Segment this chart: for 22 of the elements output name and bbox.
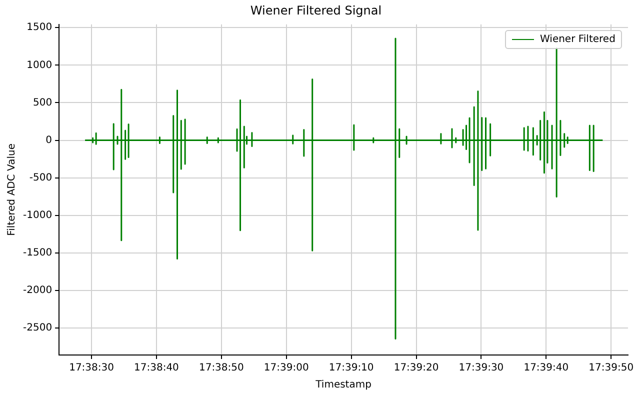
x-tick-label: 17:39:10 [328, 362, 374, 374]
y-axis-title: Filtered ADC Value [6, 144, 18, 236]
y-tick-label: 1000 [26, 60, 52, 71]
x-tick-label: 17:39:00 [264, 362, 309, 374]
x-axis-title: Timestamp [314, 380, 372, 391]
x-tick-label: 17:39:50 [588, 362, 634, 374]
chart-title: Wiener Filtered Signal [250, 3, 382, 18]
x-tick-label: 17:38:40 [134, 362, 179, 374]
y-tick-label: 1500 [26, 22, 52, 34]
x-tick-label: 17:39:40 [524, 362, 569, 374]
x-tick-label: 17:39:30 [458, 362, 504, 374]
y-tick-label: -1500 [22, 247, 52, 258]
y-tick-label: -1000 [22, 210, 52, 221]
y-tick-label: 0 [46, 134, 52, 146]
y-tick-label: 500 [32, 97, 52, 108]
x-tick-label: 17:38:30 [69, 362, 114, 374]
x-tick-label: 17:38:50 [198, 362, 244, 374]
legend-label: Wiener Filtered [540, 34, 616, 46]
x-tick-label: 17:39:20 [394, 362, 439, 374]
y-tick-label: -2500 [22, 322, 52, 334]
y-tick-label: -500 [29, 172, 52, 184]
y-tick-label: -2000 [22, 285, 52, 296]
